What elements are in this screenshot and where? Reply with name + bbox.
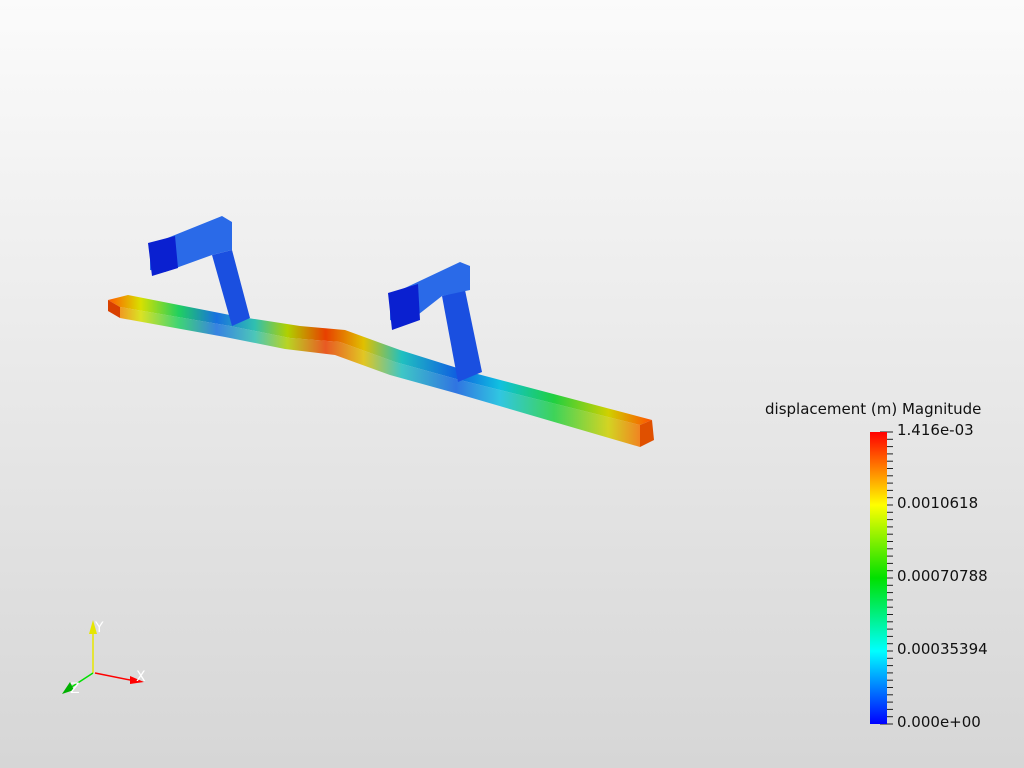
beam-front-face <box>120 307 640 447</box>
scalar-bar-label-1: 0.00035394 <box>897 640 988 658</box>
model-beam <box>108 295 654 447</box>
orientation-axes: Y X Z <box>62 620 146 697</box>
z-axis-arrow-icon <box>62 682 74 694</box>
beam-top-face <box>108 295 652 425</box>
scalar-bar-gradient <box>870 432 887 724</box>
scalar-bar-label-min: 0.000e+00 <box>897 713 981 731</box>
scalar-bar-label-max: 1.416e-03 <box>897 421 974 439</box>
beam-left-end-face <box>108 300 120 318</box>
x-axis-label: X <box>136 669 146 685</box>
left-bracket <box>148 216 250 326</box>
scalar-bar-title: displacement (m) Magnitude <box>765 400 982 418</box>
z-axis-label: Z <box>70 681 80 697</box>
beam-end-face <box>640 420 654 447</box>
y-axis-label: Y <box>94 620 104 636</box>
scalar-bar-label-3: 0.0010618 <box>897 494 979 512</box>
x-axis-arrow-icon <box>130 676 144 684</box>
right-bracket <box>388 262 482 382</box>
scalar-bar-label-2: 0.00070788 <box>897 567 988 585</box>
y-axis-arrow-icon <box>89 620 97 634</box>
